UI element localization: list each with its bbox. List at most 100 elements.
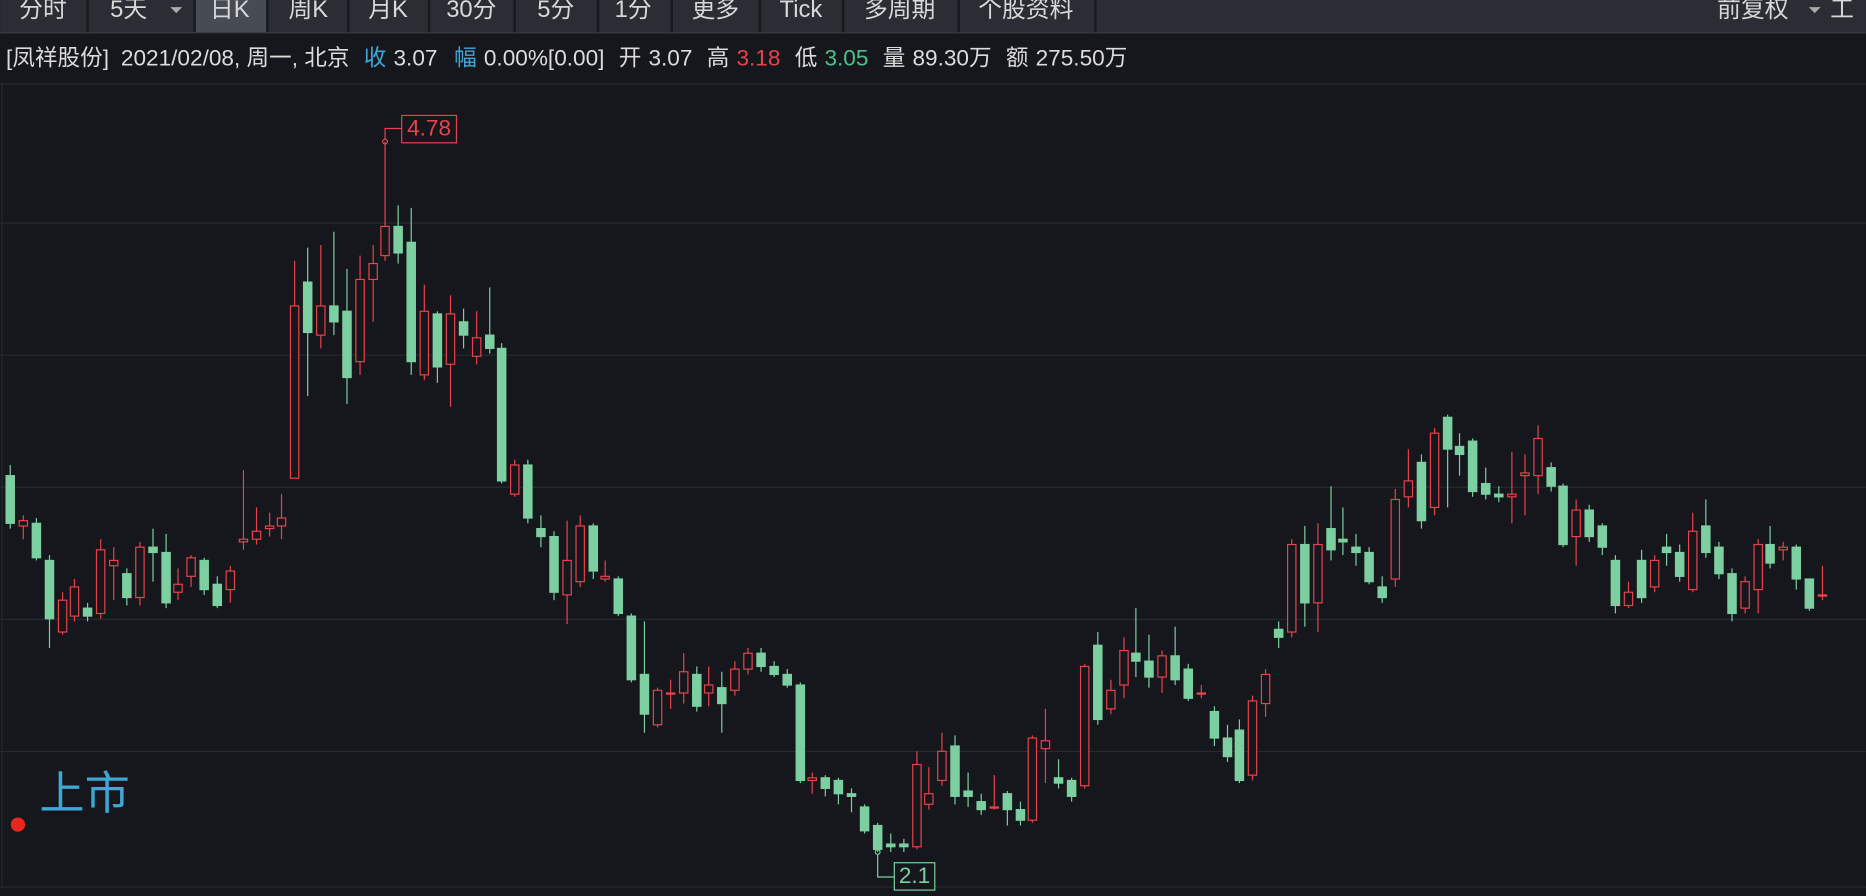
candle-body [1079, 665, 1090, 787]
value: 275.50万 [1036, 45, 1128, 70]
candle-body [1066, 779, 1077, 797]
tab[interactable]: 30分 [446, 0, 496, 23]
tab[interactable]: 多周期 [864, 0, 935, 23]
candle-body [1804, 578, 1815, 609]
candle-body [1273, 628, 1284, 638]
label: 幅 [454, 45, 477, 70]
candle-body [1106, 689, 1116, 710]
candle-body [523, 464, 533, 519]
candle-body [652, 689, 663, 726]
candle-body [1209, 710, 1220, 739]
candle-body [1649, 559, 1660, 588]
tab[interactable]: 月K [368, 0, 408, 23]
tab[interactable]: 更多 [691, 0, 739, 23]
adjust-menu[interactable]: 前复权 [1717, 0, 1789, 23]
tab[interactable]: 1分 [615, 0, 652, 23]
candle-body [1027, 737, 1038, 821]
grid [0, 83, 1866, 888]
candle-body [1674, 551, 1685, 577]
max-leader [384, 127, 402, 140]
listing-dot [10, 817, 26, 832]
tab[interactable]: Tick [780, 0, 823, 23]
candle-body [95, 549, 106, 615]
tab[interactable]: 日K [210, 0, 250, 23]
candle-body [1390, 498, 1401, 580]
value: 3.18 [736, 45, 780, 70]
candle-body [380, 225, 390, 257]
candle-body [549, 535, 559, 593]
candle-body [161, 551, 171, 604]
candle-body [1338, 538, 1348, 543]
candle-body [1313, 543, 1323, 604]
candle-body [406, 241, 416, 363]
candle-body [1533, 437, 1543, 477]
max-label: 4.78 [407, 116, 451, 141]
candle-body [1546, 467, 1556, 487]
candle-body [717, 687, 727, 705]
candle-body [562, 559, 572, 596]
label: 收 [364, 45, 387, 70]
candle-body [108, 559, 119, 567]
value: 3.05 [824, 45, 868, 70]
candle-body [186, 557, 196, 577]
candle-body [1753, 543, 1763, 591]
tab[interactable]: 周K [288, 0, 328, 23]
candle-body [238, 538, 249, 543]
candle-body [471, 337, 482, 357]
candle-body [1597, 525, 1608, 548]
candle-body [807, 777, 817, 782]
candle-body [445, 313, 456, 365]
candle-body [756, 652, 766, 668]
value: 89.30万 [912, 45, 991, 70]
candle-body [769, 665, 779, 676]
value: 0.00%[0.00] [484, 45, 605, 70]
candle-body [1351, 546, 1361, 554]
candle-body [135, 546, 145, 599]
tab[interactable]: 5分 [537, 0, 574, 23]
tab[interactable]: 5天 [110, 0, 147, 23]
toolbar [0, 0, 1866, 33]
candle-body [989, 806, 1000, 809]
candle-body [1778, 546, 1788, 551]
candle-body [1480, 482, 1491, 495]
tab-cut: 工 [1830, 0, 1854, 23]
candle-body [458, 321, 469, 336]
quote-info: [凤祥股份] 2021/02/08, 周一, 北京收 3.07 幅 0.00%[0.00… [6, 45, 1127, 70]
candle-body [872, 824, 883, 850]
candle-body [316, 305, 326, 336]
min-leader [877, 854, 895, 878]
candle-body [912, 763, 922, 848]
listing-marker: 上市 [39, 768, 129, 819]
candle-body [1727, 573, 1737, 615]
candle-body [276, 517, 287, 527]
candle-body [251, 530, 262, 540]
label: 开 [619, 45, 642, 70]
candle-body [536, 528, 546, 538]
candle-body [1170, 655, 1180, 681]
candle-body [18, 520, 29, 527]
candle-body [1623, 591, 1634, 607]
candle-body [795, 684, 806, 782]
tab[interactable]: 分时 [19, 0, 67, 23]
value: 3.07 [648, 45, 692, 70]
candle-body [485, 334, 495, 349]
min-label: 2.1 [899, 863, 930, 888]
candle-body [329, 305, 339, 323]
candle-body [1144, 660, 1154, 678]
candle-body [5, 475, 15, 524]
label: 量 [883, 45, 906, 70]
candle-body [148, 546, 158, 554]
candle-body [1817, 594, 1828, 597]
toolbar-items: 分时 5天 日K 周K 月K 30分 5分 1分 更多 Tick 多周期 个股资料 前复权 工 [19, 0, 1854, 33]
candle-body [31, 522, 42, 559]
candle-body [1053, 777, 1064, 784]
candle-body [1791, 546, 1802, 580]
candle-body [1571, 509, 1581, 538]
candle-body [1494, 493, 1504, 498]
tab[interactable]: 个股资料 [978, 0, 1073, 23]
candle-body [588, 525, 599, 572]
candle-body [419, 310, 430, 376]
label: 低 [795, 45, 818, 70]
max-box [401, 114, 458, 144]
